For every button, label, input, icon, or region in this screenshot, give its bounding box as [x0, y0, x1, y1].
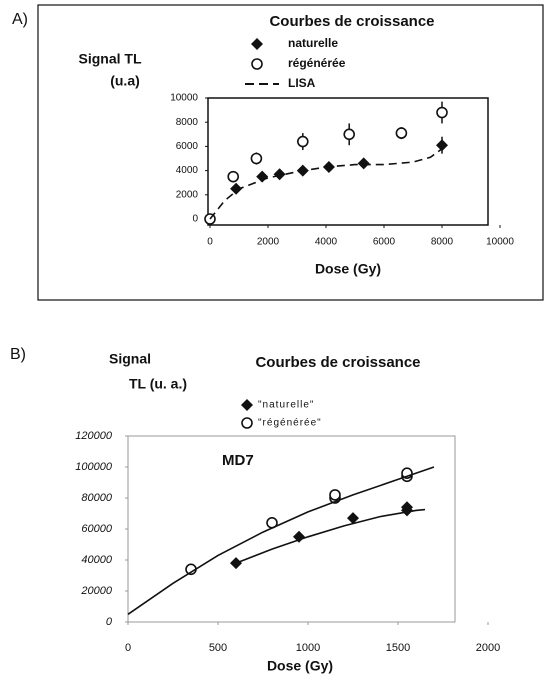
legend-swatch — [251, 38, 263, 50]
x-tick-label: 2000 — [476, 642, 500, 654]
y-tick-label: 20000 — [80, 585, 112, 597]
y-tick-label: 0 — [192, 214, 198, 225]
legend-label: "naturelle" — [258, 400, 314, 411]
legend-label: LISA — [288, 76, 316, 90]
y-tick-label: 6000 — [176, 141, 199, 152]
legend-swatch — [251, 58, 263, 70]
y-tick-label: 10000 — [170, 93, 198, 104]
x-tick-label: 2000 — [257, 237, 280, 248]
data-point — [230, 182, 243, 195]
y-tick-label: 100000 — [75, 461, 113, 473]
chart-title: Courbes de croissance — [269, 13, 434, 30]
plot-frame — [127, 435, 456, 623]
x-tick-label: 500 — [209, 642, 227, 654]
panel-box — [37, 4, 544, 301]
data-point — [395, 127, 408, 139]
y-axis-label: TL (u. a.) — [129, 376, 187, 392]
y-axis-label: Signal — [109, 351, 151, 367]
legend-swatch — [241, 399, 253, 411]
legend-label: naturelle — [288, 36, 338, 50]
data-point — [401, 501, 413, 514]
fit-line — [209, 148, 443, 220]
data-point — [250, 152, 263, 165]
y-axis-label: Signal TL — [79, 51, 142, 67]
annotation: MD7 — [222, 452, 254, 469]
y-tick-label: 80000 — [81, 492, 112, 504]
x-tick-label: 10000 — [486, 237, 514, 248]
x-tick-label: 0 — [125, 642, 131, 654]
x-axis-label: Dose (Gy) — [267, 658, 333, 674]
y-axis-label: (u.a) — [110, 73, 140, 89]
fit-line — [235, 508, 426, 564]
legend-swatch — [241, 417, 253, 429]
data-point — [227, 170, 239, 183]
chart-title: Courbes de croissance — [255, 354, 420, 371]
y-tick-label: 2000 — [176, 189, 199, 200]
data-point — [343, 128, 356, 141]
y-tick-label: 8000 — [176, 117, 199, 128]
x-tick-label: 0 — [207, 237, 213, 248]
y-tick-label: 120000 — [75, 430, 113, 442]
data-point — [296, 135, 309, 148]
data-point — [357, 157, 370, 170]
x-axis-label: Dose (Gy) — [315, 261, 381, 277]
panel-label: B) — [10, 346, 26, 363]
fit-line — [127, 466, 435, 615]
data-point — [436, 106, 448, 119]
data-point — [347, 512, 359, 525]
y-tick-label: 40000 — [81, 554, 112, 566]
legend-label: régénérée — [288, 56, 346, 70]
data-point — [293, 530, 305, 543]
panel-label: A) — [12, 11, 28, 28]
y-tick-label: 60000 — [81, 523, 112, 535]
plot-frame — [207, 97, 489, 226]
data-point — [436, 139, 448, 152]
data-point — [329, 489, 341, 501]
x-tick-label: 1500 — [386, 642, 410, 654]
x-tick-label: 1000 — [296, 642, 320, 654]
x-tick-label: 4000 — [315, 237, 338, 248]
data-point — [273, 168, 286, 181]
y-tick-label: 4000 — [176, 165, 199, 176]
y-tick-label: 0 — [106, 616, 113, 628]
legend-label: "régénérée" — [258, 418, 322, 429]
x-tick-label: 6000 — [373, 237, 396, 248]
x-tick-label: 8000 — [431, 237, 454, 248]
